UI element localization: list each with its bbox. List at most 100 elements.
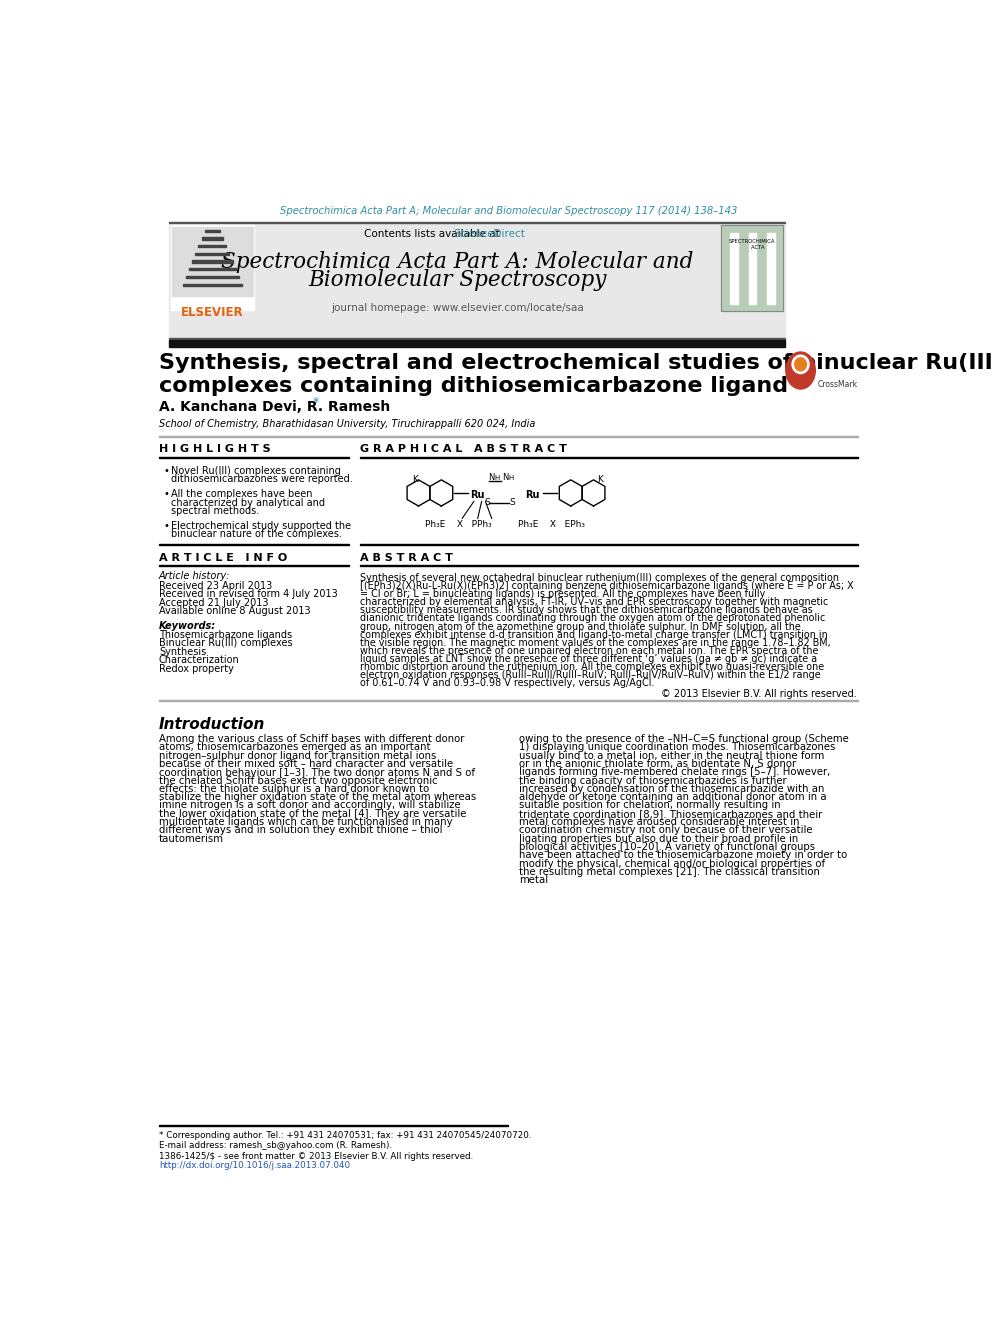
Text: effects: the thiolate sulphur is a hard donor known to: effects: the thiolate sulphur is a hard … [159, 783, 430, 794]
Bar [195, 253, 229, 255]
Text: H: H [494, 475, 500, 480]
Text: CrossMark: CrossMark [817, 380, 858, 389]
Text: Among the various class of Schiff bases with different donor: Among the various class of Schiff bases … [159, 734, 464, 744]
Text: tridentate coordination [8,9]. Thiosemicarbazones and their: tridentate coordination [8,9]. Thiosemic… [519, 808, 822, 819]
Text: Synthesis of several new octahedral binuclear ruthenium(III) complexes of the ge: Synthesis of several new octahedral binu… [360, 573, 839, 583]
Text: dithiosemicarbazones were reported.: dithiosemicarbazones were reported. [172, 475, 353, 484]
Bar [201, 237, 223, 239]
Text: Article history:: Article history: [159, 572, 230, 582]
Text: complexes exhibit intense d-d transition and ligand-to-metal charge transfer (LM: complexes exhibit intense d-d transition… [360, 630, 828, 639]
Text: G R A P H I C A L   A B S T R A C T: G R A P H I C A L A B S T R A C T [360, 445, 567, 454]
Text: Thiosemicarbazone ligands: Thiosemicarbazone ligands [159, 630, 292, 640]
Ellipse shape [795, 357, 806, 370]
Text: All the complexes have been: All the complexes have been [172, 490, 312, 499]
Text: K: K [597, 475, 603, 484]
Text: atoms, thiosemicarbazones emerged as an important: atoms, thiosemicarbazones emerged as an … [159, 742, 431, 753]
Text: N: N [502, 474, 509, 482]
Text: the binding capacity of thiosemicarbazides is further: the binding capacity of thiosemicarbazid… [519, 775, 787, 786]
Text: electron oxidation responses (RuIII–RuIII/RuIII–RuIV; RuIII–RuIV/RuIV–RuIV) with: electron oxidation responses (RuIII–RuII… [360, 669, 821, 680]
Text: susceptibility measurements. IR study shows that the dithiosemicarbazone ligands: susceptibility measurements. IR study sh… [360, 606, 813, 615]
Bar [721, 225, 783, 311]
Text: the chelated Schiff bases exert two opposite electronic: the chelated Schiff bases exert two oppo… [159, 775, 437, 786]
Bar [721, 225, 783, 311]
Ellipse shape [786, 352, 815, 389]
Text: the visible region. The magnetic moment values of the complexes are in the range: the visible region. The magnetic moment … [360, 638, 831, 648]
Text: *: * [312, 396, 318, 409]
Text: because of their mixed soft – hard character and versatile: because of their mixed soft – hard chara… [159, 759, 453, 769]
Text: have been attached to the thiosemicarbazone moiety in order to: have been attached to the thiosemicarbaz… [519, 851, 847, 860]
Text: S: S [484, 499, 490, 508]
Text: complexes containing dithiosemicarbazone ligand: complexes containing dithiosemicarbazone… [159, 376, 788, 396]
Bar [169, 222, 785, 339]
Text: tautomerism: tautomerism [159, 833, 224, 844]
Text: rhombic distortion around the ruthenium ion. All the complexes exhibit two quasi: rhombic distortion around the ruthenium … [360, 662, 824, 672]
Text: spectral methods.: spectral methods. [172, 505, 260, 516]
Text: Binuclear Ru(III) complexes: Binuclear Ru(III) complexes [159, 639, 293, 648]
Text: © 2013 Elsevier B.V. All rights reserved.: © 2013 Elsevier B.V. All rights reserved… [661, 689, 856, 700]
Text: Synthesis: Synthesis [159, 647, 206, 658]
Text: Received in revised form 4 July 2013: Received in revised form 4 July 2013 [159, 589, 337, 599]
Text: of 0.61–0.74 V and 0.93–0.98 V respectively, versus Ag/AgCl.: of 0.61–0.74 V and 0.93–0.98 V respectiv… [360, 679, 655, 688]
Text: 1) displaying unique coordination modes. Thiosemicarbazones: 1) displaying unique coordination modes.… [519, 742, 835, 753]
Bar [730, 233, 738, 303]
Text: Electrochemical study supported the: Electrochemical study supported the [172, 521, 351, 531]
Bar [169, 340, 785, 347]
Text: A B S T R A C T: A B S T R A C T [360, 553, 453, 562]
Text: liquid samples at LNT show the presence of three different ‘g’ values (ga ≠ gb ≠: liquid samples at LNT show the presence … [360, 654, 817, 664]
Text: •: • [164, 466, 170, 476]
Text: •: • [164, 490, 170, 499]
Text: [(EPh3)2(X)Ru-L-Ru(X)(EPh3)2] containing benzene dithiosemicarbazone ligands (wh: [(EPh3)2(X)Ru-L-Ru(X)(EPh3)2] containing… [360, 581, 854, 591]
Text: binuclear nature of the complexes.: binuclear nature of the complexes. [172, 529, 342, 540]
Text: Contents lists available at: Contents lists available at [364, 229, 503, 239]
Text: N: N [488, 474, 495, 482]
Bar [186, 275, 239, 278]
Text: imine nitrogen is a soft donor and accordingly, will stabilize: imine nitrogen is a soft donor and accor… [159, 800, 460, 811]
Text: Received 23 April 2013: Received 23 April 2013 [159, 581, 272, 591]
Text: E-mail address: ramesh_sb@yahoo.com (R. Ramesh).: E-mail address: ramesh_sb@yahoo.com (R. … [159, 1140, 392, 1150]
Text: Ru: Ru [525, 491, 540, 500]
Text: A R T I C L E   I N F O: A R T I C L E I N F O [159, 553, 287, 562]
Text: journal homepage: www.elsevier.com/locate/saa: journal homepage: www.elsevier.com/locat… [331, 303, 583, 314]
Text: K: K [412, 475, 418, 484]
Text: Spectrochimica Acta Part A: Molecular and: Spectrochimica Acta Part A: Molecular an… [221, 251, 693, 273]
Text: Biomolecular Spectroscopy: Biomolecular Spectroscopy [309, 270, 606, 291]
Text: stabilize the higher oxidation state of the metal atom whereas: stabilize the higher oxidation state of … [159, 792, 476, 802]
Text: * Corresponding author. Tel.: +91 431 24070531; fax: +91 431 24070545/24070720.: * Corresponding author. Tel.: +91 431 24… [159, 1131, 532, 1140]
Text: School of Chemistry, Bharathidasan University, Tiruchirappalli 620 024, India: School of Chemistry, Bharathidasan Unive… [159, 418, 536, 429]
Text: different ways and in solution they exhibit thione – thiol: different ways and in solution they exhi… [159, 826, 442, 835]
Text: SPECTROCHIMICA
        ACTA: SPECTROCHIMICA ACTA [728, 239, 775, 250]
Text: the resulting metal complexes [21]. The classical transition: the resulting metal complexes [21]. The … [519, 867, 820, 877]
Text: nitrogen–sulphur donor ligand for transition metal ions: nitrogen–sulphur donor ligand for transi… [159, 750, 436, 761]
Bar [189, 269, 236, 270]
Text: Synthesis, spectral and electrochemical studies of binuclear Ru(III): Synthesis, spectral and electrochemical … [159, 353, 992, 373]
Bar [172, 226, 253, 296]
Text: Introduction: Introduction [159, 717, 265, 732]
Text: ligands forming five-membered chelate rings [5–7]. However,: ligands forming five-membered chelate ri… [519, 767, 830, 777]
Text: characterized by elemental analysis, FT-IR, UV–vis and EPR spectroscopy together: characterized by elemental analysis, FT-… [360, 597, 828, 607]
Text: biological activities [10–20]. A variety of functional groups: biological activities [10–20]. A variety… [519, 841, 815, 852]
Text: group, nitrogen atom of the azomethine group and thiolate sulphur. In DMF soluti: group, nitrogen atom of the azomethine g… [360, 622, 802, 631]
Text: coordination chemistry not only because of their versatile: coordination chemistry not only because … [519, 826, 812, 835]
Text: multidentate ligands which can be functionalised in many: multidentate ligands which can be functi… [159, 818, 452, 827]
Text: usually bind to a metal ion, either in the neutral thione form: usually bind to a metal ion, either in t… [519, 750, 824, 761]
Text: increased by condensation of the thiosemicarbazide with an: increased by condensation of the thiosem… [519, 783, 824, 794]
Text: ScienceDirect: ScienceDirect [453, 229, 525, 239]
Bar [171, 225, 254, 310]
Text: the lower oxidation state of the metal [4]. They are versatile: the lower oxidation state of the metal [… [159, 808, 466, 819]
Text: = Cl or Br; L = binucleating ligands) is presented. All the complexes have been : = Cl or Br; L = binucleating ligands) is… [360, 589, 766, 599]
Text: •: • [164, 521, 170, 531]
Text: Characterization: Characterization [159, 655, 240, 665]
Bar [183, 283, 242, 286]
Text: H: H [509, 475, 514, 480]
Text: modify the physical, chemical and/or biological properties of: modify the physical, chemical and/or bio… [519, 859, 825, 869]
Text: A. Kanchana Devi, R. Ramesh: A. Kanchana Devi, R. Ramesh [159, 400, 390, 414]
Text: coordination behaviour [1–3]. The two donor atoms N and S of: coordination behaviour [1–3]. The two do… [159, 767, 475, 777]
Bar [749, 233, 756, 303]
Text: ELSEVIER: ELSEVIER [181, 306, 244, 319]
Text: Ph₃E    X   PPh₃: Ph₃E X PPh₃ [425, 520, 492, 529]
Text: http://dx.doi.org/10.1016/j.saa.2013.07.040: http://dx.doi.org/10.1016/j.saa.2013.07.… [159, 1162, 350, 1171]
Text: ligating properties but also due to their broad profile in: ligating properties but also due to thei… [519, 833, 799, 844]
Text: Ph₃E    X   EPh₃: Ph₃E X EPh₃ [518, 520, 585, 529]
Text: Keywords:: Keywords: [159, 620, 216, 631]
Text: 1386-1425/$ - see front matter © 2013 Elsevier B.V. All rights reserved.: 1386-1425/$ - see front matter © 2013 El… [159, 1152, 473, 1162]
